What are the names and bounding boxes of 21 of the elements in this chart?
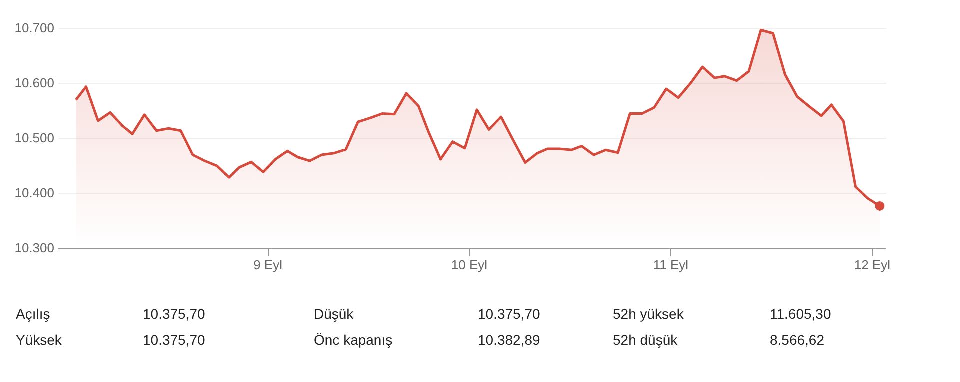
text: 10.375,70	[143, 332, 206, 348]
y-tick-label: 10.300	[14, 240, 54, 256]
text: 8.566,62	[770, 332, 824, 348]
x-tick-label: 10 Eyl	[451, 258, 488, 272]
y-tick-label: 10.400	[14, 186, 54, 200]
text: 11.605,30	[770, 306, 832, 322]
text: 10.375,70	[478, 306, 540, 322]
text: 10.375,70	[143, 306, 206, 322]
x-tick-label: 11 Eyl	[653, 258, 689, 272]
text: Yüksek	[16, 332, 62, 348]
text: Düşük	[314, 306, 354, 322]
x-tick-label: 9 Eyl	[254, 258, 283, 272]
y-tick-label: 10.600	[14, 76, 54, 90]
x-tick-label: 12 Eyl	[854, 258, 891, 272]
y-tick-label: 10.700	[14, 20, 54, 36]
text: Açılış	[16, 306, 50, 322]
text: 52h düşük	[613, 332, 678, 348]
y-tick-label: 10.500	[14, 130, 54, 146]
text: 10.382,89	[478, 332, 540, 348]
text: 52h yüksek	[613, 306, 684, 322]
text: Önc kapanış	[314, 332, 393, 348]
